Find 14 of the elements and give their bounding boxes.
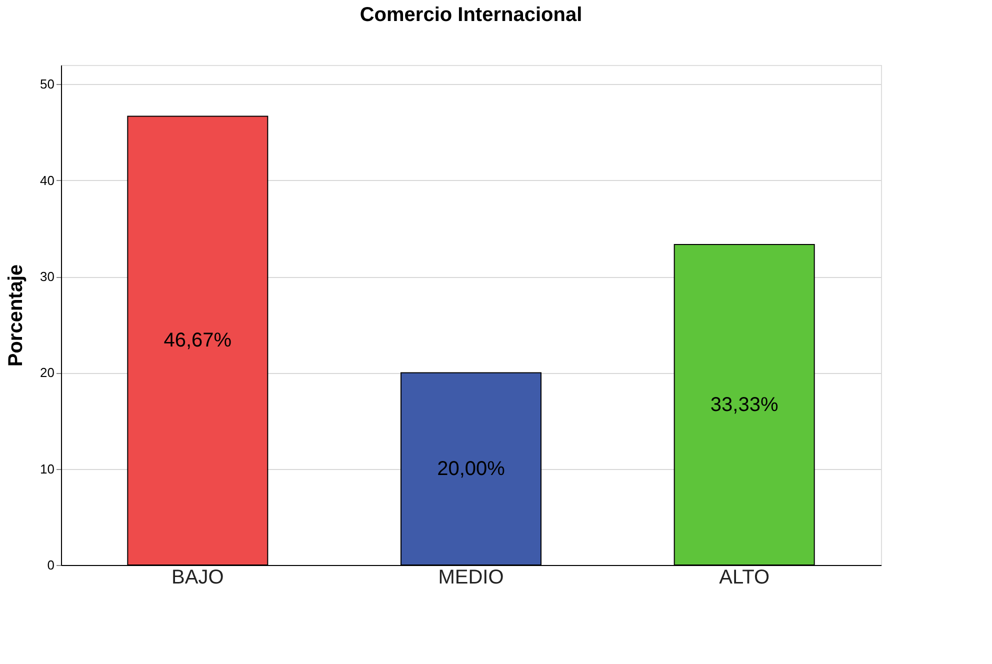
y-tick-label: 30 xyxy=(40,269,54,284)
x-tick-label: ALTO xyxy=(719,566,770,588)
y-axis-title: Porcentaje xyxy=(5,264,28,367)
chart-title: Comercio Internacional xyxy=(360,4,582,26)
y-tick-label: 0 xyxy=(47,558,54,572)
y-tick-label: 20 xyxy=(40,365,54,380)
data-label: 46,67% xyxy=(164,330,232,352)
x-tick-label: MEDIO xyxy=(438,566,504,588)
y-tick-label: 50 xyxy=(40,76,54,92)
data-label: 33,33% xyxy=(710,394,778,416)
y-tick-label: 10 xyxy=(40,461,54,476)
data-label: 20,00% xyxy=(437,458,506,480)
y-tick-label: 40 xyxy=(40,172,54,188)
x-tick-label: BAJO xyxy=(172,566,224,588)
